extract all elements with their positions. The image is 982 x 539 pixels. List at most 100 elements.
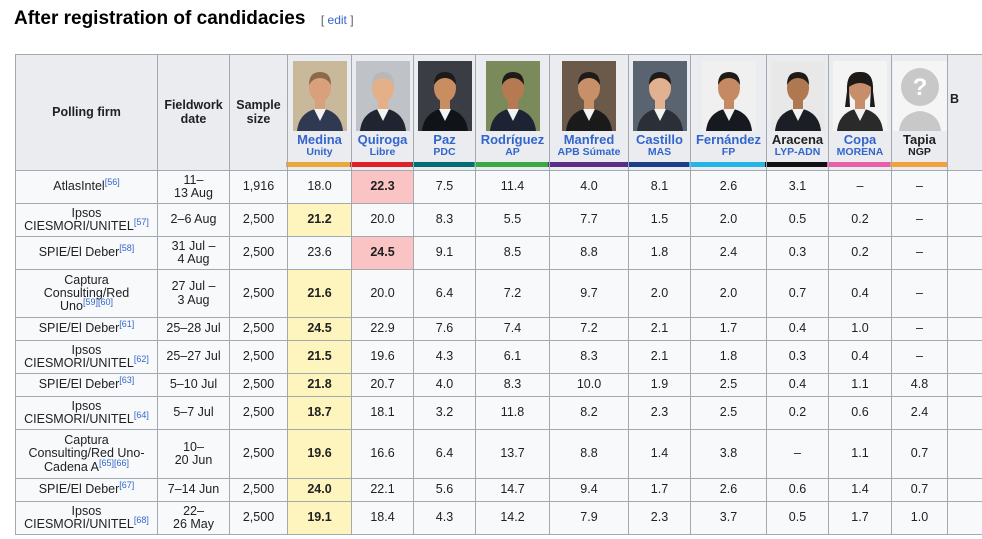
photo-castillo[interactable]	[632, 60, 687, 131]
poll-value-cell: 2.0	[690, 269, 767, 318]
fieldwork-date-cell: 5–7 Jul	[157, 396, 230, 430]
candidate-party[interactable]: Libre	[369, 146, 396, 159]
edit-section-link[interactable]: edit	[327, 13, 347, 27]
candidate-party[interactable]: MORENA	[836, 146, 884, 159]
candidate-party[interactable]: APB Súmate	[557, 146, 621, 159]
poll-value-cell: –	[891, 203, 948, 237]
polling-firm-cell: Ipsos CIESMORI/UNITEL[62]	[15, 340, 158, 374]
candidate-name[interactable]: Medina	[297, 131, 342, 147]
reference-link[interactable]: [57]	[133, 216, 149, 227]
sample-size-cell: 2,500	[229, 396, 288, 430]
candidate-name[interactable]: Fernández	[695, 131, 761, 147]
header-candidate-manfred[interactable]: Manfred APB Súmate	[548, 54, 630, 171]
reference-link[interactable]: [59][60]	[82, 296, 113, 307]
poll-value-cell: 0.6	[766, 478, 829, 502]
reference-link[interactable]: [58]	[119, 243, 135, 254]
fieldwork-date-cell: 5–10 Jul	[157, 373, 230, 397]
candidate-party[interactable]: MAS	[647, 146, 672, 159]
party-color-bar	[689, 162, 768, 168]
candidate-party[interactable]: FP	[721, 146, 736, 159]
photo-rodriguez[interactable]	[485, 60, 540, 131]
poll-value-cell: 2.3	[628, 396, 691, 430]
polling-firm-cell: SPIE/El Deber[58]	[15, 236, 158, 270]
poll-value-cell: 13.7	[475, 429, 550, 479]
reference-link[interactable]: [68]	[133, 514, 149, 525]
poll-value-cell: 1.7	[690, 317, 767, 341]
poll-value-cell: 0.6	[828, 396, 892, 430]
photo-quiroga[interactable]	[355, 60, 410, 131]
polling-table: Polling firm Fieldwork date Sample size …	[15, 54, 982, 535]
header-candidate-fernandez[interactable]: Fernández FP	[689, 54, 768, 171]
poll-value-cell: –	[891, 269, 948, 318]
candidate-name[interactable]: Copa	[843, 131, 877, 147]
party-color-bar	[890, 162, 949, 168]
polling-firm-cell: Ipsos CIESMORI/UNITEL[64]	[15, 396, 158, 430]
table-row: SPIE/El Deber[63] 5–10 Jul 2,500 21.8 20.7 4.…	[15, 373, 982, 397]
candidate-party[interactable]: LYP-ADN	[774, 146, 821, 159]
candidate-name: Tapia	[903, 131, 936, 147]
poll-value-cell: 1.7	[828, 501, 892, 535]
photo-copa[interactable]	[833, 60, 887, 131]
poll-value-cell: 14.2	[475, 501, 550, 535]
poll-value-cell: 9.7	[549, 269, 629, 318]
photo-aracena[interactable]	[770, 60, 825, 131]
poll-value-cell: 1.5	[628, 203, 691, 237]
poll-value-cell: 0.2	[828, 203, 892, 237]
table-row: Ipsos CIESMORI/UNITEL[62] 25–27 Jul 2,500 21…	[15, 340, 982, 374]
poll-value-cell: 24.0	[287, 478, 352, 502]
header-candidate-rodriguez[interactable]: Rodríguez AP	[474, 54, 551, 171]
header-candidate-aracena[interactable]: Aracena LYP-ADN	[765, 54, 830, 171]
header-fieldwork-date[interactable]: Fieldwork date	[157, 54, 230, 171]
table-row: Ipsos CIESMORI/UNITEL[68] 22– 26 May 2,500 19…	[15, 501, 982, 535]
reference-link[interactable]: [61]	[119, 319, 135, 330]
candidate-party[interactable]: Unity	[306, 146, 333, 159]
candidate-name[interactable]: Rodríguez	[480, 131, 545, 147]
poll-value-cell: 8.3	[475, 373, 550, 397]
poll-value-cell: 7.4	[475, 317, 550, 341]
header-candidate-quiroga[interactable]: Quiroga Libre	[350, 54, 415, 171]
reference-link[interactable]: [64]	[133, 409, 149, 420]
reference-link[interactable]: [67]	[119, 480, 135, 491]
header-candidate-partial[interactable]: B	[947, 54, 982, 171]
reference-link[interactable]: [65][66]	[98, 457, 129, 468]
poll-value-cell: 4.8	[891, 373, 948, 397]
photo-manfred[interactable]	[562, 60, 616, 131]
candidate-name[interactable]: Castillo	[636, 131, 683, 147]
sample-size-cell: 2,500	[229, 236, 288, 270]
candidate-party[interactable]: PDC	[433, 146, 456, 159]
reference-link[interactable]: [63]	[119, 375, 135, 386]
header-sample-size[interactable]: Sample size	[229, 54, 288, 171]
poll-value-cell-partial	[947, 269, 982, 318]
photo-placeholder[interactable]: ?	[893, 60, 947, 131]
candidate-name[interactable]: Manfred	[563, 131, 615, 147]
poll-value-cell: 18.4	[351, 501, 414, 535]
header-candidate-copa[interactable]: Copa MORENA	[827, 54, 893, 171]
candidate-name: Aracena	[771, 131, 824, 147]
poll-value-cell: 20.7	[351, 373, 414, 397]
header-candidate-paz[interactable]: Paz PDC	[412, 54, 477, 171]
polling-firm-cell: Ipsos CIESMORI/UNITEL[68]	[15, 501, 158, 535]
fieldwork-date-cell: 31 Jul –4 Aug	[157, 236, 230, 270]
candidate-name[interactable]: Quiroga	[357, 131, 408, 147]
poll-value-cell: 3.7	[690, 501, 767, 535]
photo-paz[interactable]	[417, 60, 472, 131]
header-candidate-medina[interactable]: Medina Unity	[286, 54, 353, 171]
party-color-bar	[350, 162, 415, 168]
header-candidate-tapia[interactable]: ? Tapia NGP	[890, 54, 949, 171]
header-polling-firm[interactable]: Polling firm	[15, 54, 158, 171]
header-candidate-castillo[interactable]: Castillo MAS	[627, 54, 692, 171]
poll-value-cell: 23.6	[287, 236, 352, 270]
table-body: AtlasIntel[56] 11– 13 Aug 1,916 18.0 22.3 7.5 1…	[15, 170, 982, 535]
reference-link[interactable]: [62]	[133, 353, 149, 364]
photo-medina[interactable]	[292, 60, 347, 131]
poll-value-cell: 4.3	[413, 340, 476, 374]
poll-value-cell: 8.1	[628, 170, 691, 204]
poll-value-cell: 2.3	[628, 501, 691, 535]
poll-value-cell: 18.0	[287, 170, 352, 204]
reference-link[interactable]: [56]	[104, 177, 120, 188]
poll-value-cell: –	[766, 429, 829, 479]
photo-fernandez[interactable]	[701, 60, 756, 131]
poll-value-cell-partial	[947, 317, 982, 341]
candidate-name[interactable]: Paz	[433, 131, 456, 147]
candidate-party[interactable]: AP	[505, 146, 520, 159]
